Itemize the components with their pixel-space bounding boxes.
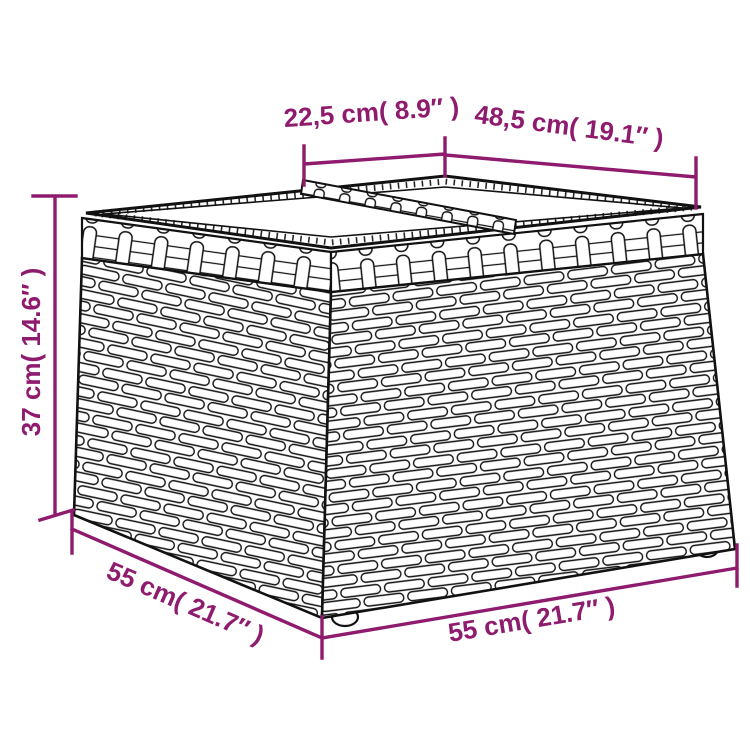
glass-top [85,174,702,250]
dimension-label-top-segment: 22,5 cm( 8.9″ ) [283,91,460,133]
dimension-line-top-edge [443,153,698,210]
table-rim-right [329,212,705,294]
dimension-line-width [320,543,739,640]
dimension-line-top-segment [302,136,447,187]
dimension-line-height [31,194,78,523]
dimension-top-segment: 22,5 cm( 8.9″ ) [283,91,460,187]
wicker-table [72,174,737,628]
table-face-right [320,252,737,620]
glass-panel-divider [299,178,518,236]
dimension-label-width: 55 cm( 21.7″ ) [446,590,617,647]
dimension-height: 37 cm( 14.6″ ) [16,194,78,523]
dimension-label-top-edge: 48,5 cm( 19.1″ ) [473,99,666,154]
dimension-label-height: 37 cm( 14.6″ ) [16,268,46,437]
